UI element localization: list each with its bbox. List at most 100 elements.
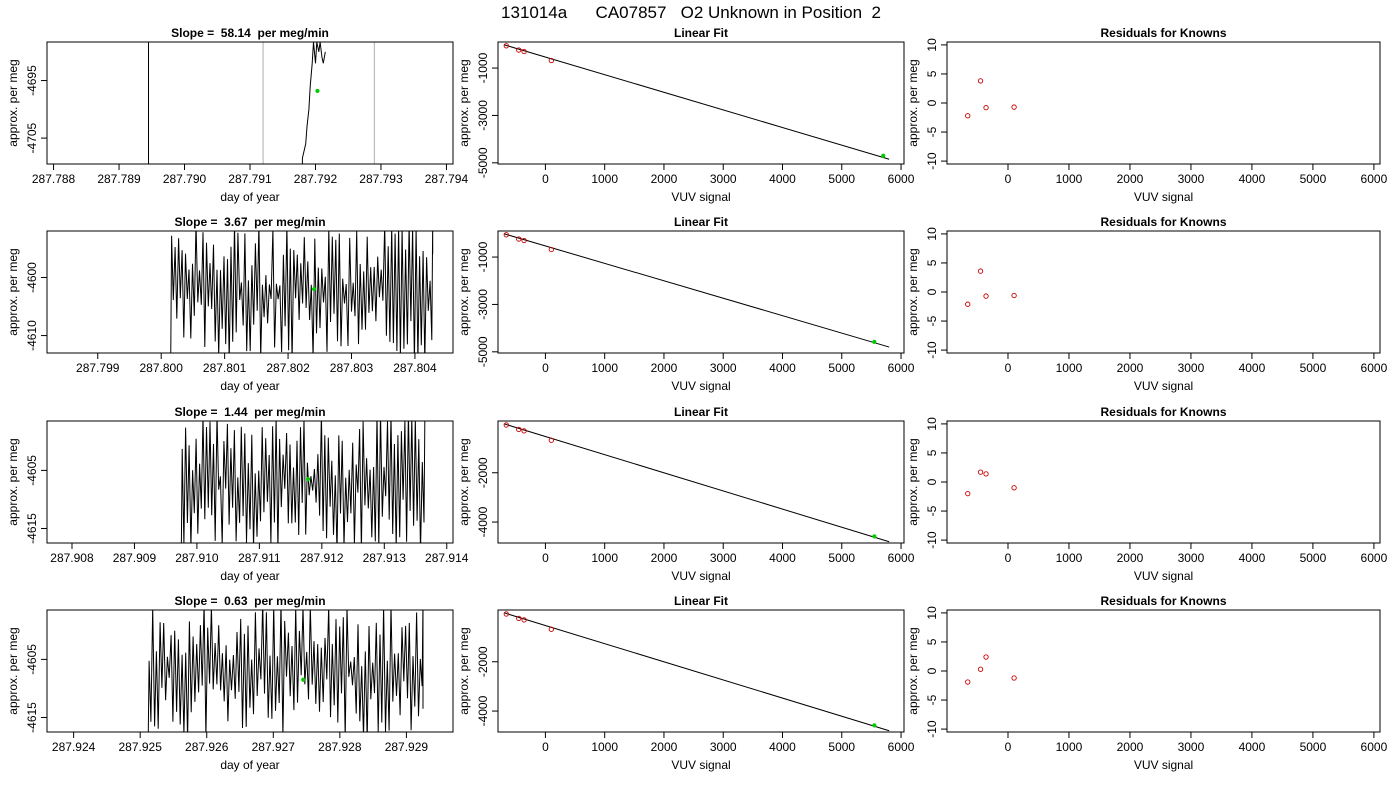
known-point: [516, 615, 522, 622]
x-axis-label: day of year: [220, 758, 279, 772]
x-tick-label: 3000: [1178, 740, 1205, 754]
x-tick-label: 5000: [828, 361, 855, 375]
unknown-point: [301, 677, 306, 682]
x-tick-label: 2000: [651, 172, 678, 186]
unknown-point: [311, 286, 317, 292]
y-tick-label: -4000: [476, 695, 490, 726]
known-point: [1011, 485, 1017, 491]
x-tick-label: 287.914: [425, 551, 469, 565]
known-point: [521, 428, 527, 434]
x-tick-label: 5000: [1300, 172, 1327, 186]
panel-1-2: Linear Fit 0 1000 2000 3000 4000 5000 6000 -5000…: [457, 26, 915, 204]
unknown-point: [881, 153, 886, 158]
y-tick-label: -4605: [25, 455, 39, 486]
x-tick-label: 1000: [1056, 172, 1083, 186]
panel-3-3: Residuals for Knowns 0 1000 2000 3000 4000 500…: [906, 405, 1388, 583]
time-series-trace: [147, 610, 424, 732]
panel-title: Residuals for Knowns: [1100, 26, 1226, 40]
y-tick-label: 10: [925, 606, 939, 620]
x-tick-label: 1000: [1056, 361, 1083, 375]
known-point: [965, 679, 971, 685]
plot-frame: [946, 230, 1381, 354]
panel-4-3: Residuals for Knowns 0 1000 2000 3000 4000 500…: [906, 594, 1388, 772]
x-tick-label: 287.799: [76, 361, 120, 375]
unknown-point: [305, 476, 311, 482]
x-tick-label: 2000: [651, 361, 678, 375]
fit-line: [503, 612, 890, 732]
panel-title: Linear Fit: [674, 26, 728, 40]
x-tick-label: 6000: [888, 361, 915, 375]
x-axis-label: day of year: [220, 379, 279, 393]
x-tick-label: 2000: [1117, 740, 1144, 754]
y-tick-label: -4705: [25, 122, 39, 153]
x-tick-label: 5000: [1300, 551, 1327, 565]
plot-frame: [46, 609, 454, 733]
x-tick-label: 287.794: [425, 172, 469, 186]
plot-area: [503, 43, 890, 160]
plot-area: [170, 231, 434, 353]
x-tick-label: 287.924: [52, 740, 96, 754]
known-point: [503, 232, 509, 238]
known-point: [548, 437, 554, 443]
unknown-point: [872, 534, 877, 539]
x-tick-label: 287.927: [252, 740, 296, 754]
x-tick-label: 287.909: [113, 551, 157, 565]
y-tick-label: -4615: [25, 702, 39, 733]
x-tick-label: 5000: [1300, 740, 1327, 754]
panel-title: Residuals for Knowns: [1100, 215, 1226, 229]
time-series-trace: [180, 421, 426, 543]
plot-frame: [946, 41, 1381, 165]
x-axis-label: VUV signal: [1134, 379, 1193, 393]
y-tick-label: -4600: [25, 262, 39, 293]
panel-title: Residuals for Knowns: [1100, 594, 1226, 608]
y-tick-label: -10: [925, 341, 939, 359]
x-tick-label: 287.792: [294, 172, 338, 186]
y-tick-label: 5: [925, 259, 939, 266]
y-tick-label: -3000: [476, 289, 490, 320]
x-tick-label: 2000: [1117, 361, 1144, 375]
x-tick-label: 3000: [710, 551, 737, 565]
y-tick-label: 0: [925, 288, 939, 295]
fit-line: [503, 233, 890, 348]
known-point: [516, 47, 522, 53]
panel-3-1: Slope = 1.44 per meg/min 287.908 287.909 28…: [6, 405, 469, 583]
y-axis-label: approx. per meg: [906, 248, 920, 335]
known-point: [521, 617, 527, 623]
x-axis-label: VUV signal: [1134, 758, 1193, 772]
y-tick-label: -10: [925, 531, 939, 549]
known-point: [503, 43, 509, 49]
y-tick-label: -5: [925, 694, 939, 705]
x-axis-label: VUV signal: [671, 190, 730, 204]
panel-title: Slope = 1.44 per meg/min: [174, 405, 325, 419]
known-point: [516, 426, 522, 433]
x-tick-label: 5000: [828, 172, 855, 186]
y-axis-label: approx. per meg: [6, 438, 20, 525]
x-tick-label: 3000: [1178, 172, 1205, 186]
known-point: [983, 471, 989, 477]
panel-title: Linear Fit: [674, 405, 728, 419]
x-tick-label: 6000: [1361, 172, 1388, 186]
y-tick-label: -2000: [476, 646, 490, 677]
known-point: [965, 301, 971, 307]
y-tick-label: 5: [925, 70, 939, 77]
x-tick-label: 287.791: [228, 172, 272, 186]
time-series-trace: [170, 231, 434, 353]
x-tick-label: 6000: [1361, 361, 1388, 375]
x-tick-label: 3000: [710, 172, 737, 186]
known-point: [983, 654, 989, 660]
plot-area: [965, 654, 1017, 685]
panel-4-1: Slope = 0.63 per meg/min 287.924 287.925 28…: [6, 594, 454, 772]
y-tick-label: -1000: [476, 241, 490, 272]
y-tick-label: -4605: [25, 644, 39, 675]
plot-frame: [497, 420, 905, 544]
panel-title: Linear Fit: [674, 215, 728, 229]
plot-frame: [46, 420, 454, 544]
y-tick-label: -10: [925, 152, 939, 170]
y-tick-label: -5: [925, 315, 939, 326]
x-tick-label: 1000: [591, 361, 618, 375]
x-tick-label: 287.802: [266, 361, 310, 375]
y-axis-label: approx. per meg: [906, 627, 920, 714]
x-tick-label: 0: [1005, 172, 1012, 186]
x-tick-label: 0: [1005, 361, 1012, 375]
